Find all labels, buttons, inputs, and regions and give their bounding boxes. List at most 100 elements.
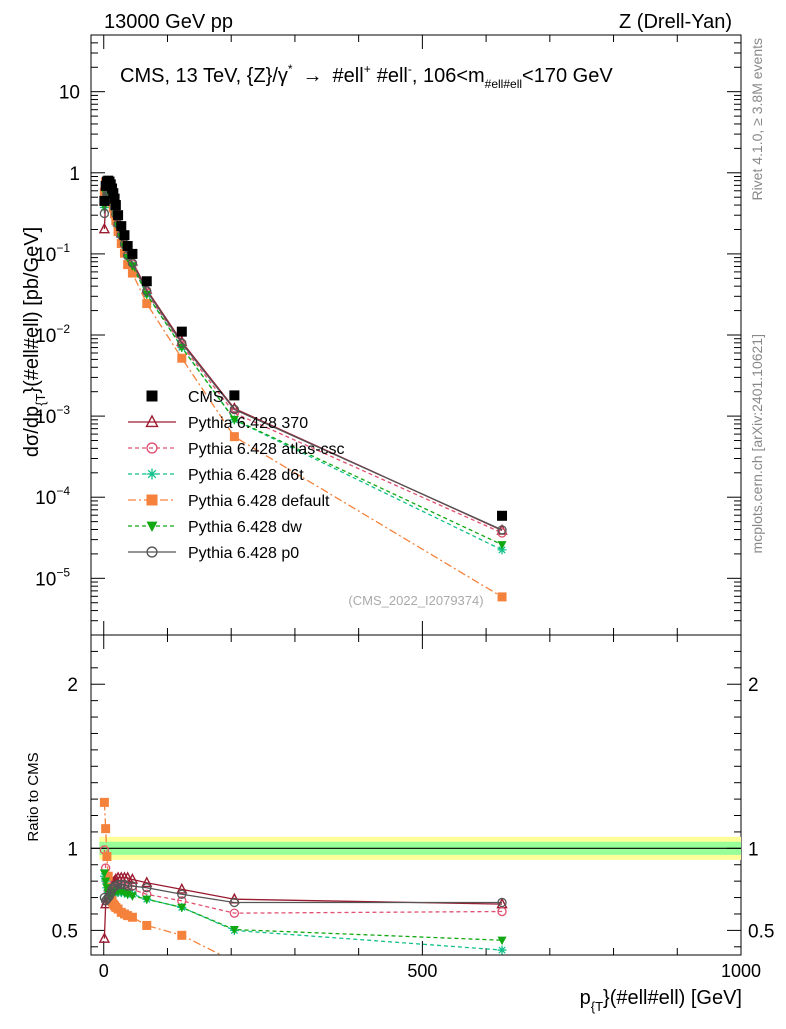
ratio-line-pythia-6-428-p0: [103, 883, 503, 904]
point-pythia-6-428-default: [123, 260, 133, 270]
point-pythia-6-428-p0: [177, 338, 187, 348]
data-point-cms: [119, 230, 130, 241]
data-point-cms: [122, 241, 133, 252]
ratio-point-pythia-6-428-p0: [497, 897, 507, 908]
ratio-point-pythia-6-428-p0: [116, 879, 126, 890]
ratio-band: [91, 836, 742, 860]
ratio-point-pythia-6-428-default: [177, 930, 187, 940]
ratio-point-pythia-6-428-d6t: [497, 945, 507, 955]
ratio-tick-label-right: 2: [748, 675, 759, 696]
ratio-point-pythia-6-428-default: [498, 992, 507, 1001]
legend-marker-pythia-6-428-370: [145, 414, 159, 428]
x-tick-label: 500: [407, 961, 437, 981]
point-pythia-6-428-370: [228, 402, 241, 413]
data-point-cms: [229, 390, 240, 401]
ratio-tick-label: 1: [67, 839, 78, 860]
axes: 0 500 1000 10 1 10−1 10−2 10−3 10−4 10−5 0.5 0.5 1 1 2…: [35, 34, 774, 981]
point-pythia-6-428-370: [98, 222, 111, 234]
point-pythia-6-428-dw: [229, 415, 239, 425]
legend-marker-pythia-6-428-dw: [146, 521, 158, 533]
point-pythia-6-428-default: [497, 592, 507, 602]
x-tick-label: 0: [99, 961, 109, 981]
y-tick-label: 1: [69, 164, 80, 185]
ratio-point-pythia-6-428-dw: [99, 869, 109, 878]
point-pythia-6-428-p0: [142, 286, 152, 296]
point-pythia-6-428-d6t: [497, 545, 507, 555]
ratio-point-pythia-6-428-default: [123, 911, 133, 921]
ratio-point-pythia-6-428-default: [142, 920, 152, 930]
ratio-point-pythia-6-428-default: [102, 852, 112, 862]
point-pythia-6-428-p0: [229, 404, 240, 415]
ratio-line-pythia-6-428-370: [103, 877, 503, 939]
ratio-point-pythia-6-428-atlas-csc: [229, 908, 240, 918]
y-tick-label: 10−3: [35, 403, 70, 428]
ratio-plot-frame: [90, 634, 742, 956]
x-axis-label: p{T}(#ell#ell) [GeV]: [580, 987, 742, 1014]
legend-label-pythia-6-428-d6t: Pythia 6.428 d6t: [188, 467, 304, 484]
ratio-point-pythia-6-428-dw: [497, 936, 507, 946]
ratio-series: [98, 797, 508, 1001]
analysis-watermark: (CMS_2022_I2079374): [348, 593, 483, 608]
legend-marker-pythia-6-428-atlas-csc: [146, 442, 158, 454]
y-tick-label: 10−1: [35, 241, 70, 266]
ratio-point-pythia-6-428-p0: [111, 881, 121, 891]
legend-label-pythia-6-428-dw: Pythia 6.428 dw: [188, 519, 302, 536]
ratio-point-pythia-6-428-p0: [142, 883, 152, 893]
ratio-point-pythia-6-428-p0: [127, 881, 138, 891]
ratio-tick-label-right: 1: [748, 839, 759, 860]
ratio-point-pythia-6-428-atlas-csc: [497, 906, 507, 917]
ratio-point-pythia-6-428-370: [98, 932, 111, 943]
ratio-point-pythia-6-428-dw: [142, 895, 152, 905]
y-tick-label: 10: [59, 83, 80, 104]
point-pythia-6-428-default: [127, 268, 137, 278]
ratio-line-pythia-6-428-default: [103, 802, 223, 955]
chart-title: CMS, 13 TeV, {Z}/γ* → #ell+ #ell-, 106<m#el…: [120, 62, 613, 91]
y-tick-label: 10−4: [35, 484, 70, 509]
point-pythia-6-428-p0: [127, 258, 138, 268]
legend-marker-cms: [146, 390, 158, 402]
point-pythia-6-428-default: [142, 299, 152, 309]
ratio-point-pythia-6-428-dw: [127, 892, 137, 901]
data-point-cms: [497, 510, 508, 521]
ratio-point-pythia-6-428-dw: [101, 877, 111, 887]
ratio-point-pythia-6-428-dw: [177, 903, 187, 913]
ratio-line-pythia-6-428-atlas-csc: [103, 849, 503, 914]
ratio-point-pythia-6-428-default: [101, 824, 111, 834]
legend-label-pythia-6-428-370: Pythia 6.428 370: [188, 415, 308, 432]
point-pythia-6-428-p0: [99, 208, 110, 219]
ratio-point-pythia-6-428-p0: [122, 881, 133, 891]
ratio-point-pythia-6-428-p0: [113, 879, 123, 890]
ratio-point-pythia-6-428-p0: [177, 889, 187, 899]
ratio-point-pythia-6-428-370: [176, 882, 188, 894]
ratio-point-pythia-6-428-p0: [229, 897, 240, 908]
data-point-cms: [127, 248, 138, 259]
y-tick-label: 10−5: [35, 565, 70, 590]
side-label-bottom: mcplots.cern.ch [arXiv:2401.10621]: [749, 334, 765, 553]
series-line-pythia-6-428-dw: [103, 190, 503, 546]
data-point-cms: [109, 193, 120, 204]
legend-label-pythia-6-428-atlas-csc: Pythia 6.428 atlas-csc: [188, 441, 345, 458]
y-tick-label: 10−2: [35, 322, 70, 347]
legend-label-pythia-6-428-p0: Pythia 6.428 p0: [188, 545, 299, 562]
y-axis-label: dσ/dp{T}(#ell#ell) [pb/GeV]: [21, 227, 48, 457]
ratio-point-pythia-6-428-default: [230, 957, 239, 966]
ratio-point-pythia-6-428-370: [126, 873, 139, 884]
data-point-cms: [113, 210, 124, 221]
legend-marker-pythia-6-428-default: [146, 494, 158, 506]
legend-marker-pythia-6-428-p0: [146, 546, 158, 558]
ratio-point-pythia-6-428-p0: [103, 892, 113, 903]
data-point-cms: [99, 195, 110, 206]
point-pythia-6-428-atlas-csc: [497, 528, 507, 538]
ratio-tick-label-right: 0.5: [748, 921, 774, 942]
legend-marker-pythia-6-428-d6t: [146, 468, 158, 480]
ratio-tick-label: 2: [67, 675, 78, 696]
data-point-cms: [176, 326, 187, 337]
legend: CMS Pythia 6.428 370 Pythia 6.428 atlas-cs…: [128, 389, 345, 562]
point-pythia-6-428-dw: [497, 541, 507, 550]
legend-label-pythia-6-428-default: Pythia 6.428 default: [188, 493, 330, 510]
ratio-point-pythia-6-428-370: [141, 876, 153, 888]
ratio-point-pythia-6-428-default: [99, 797, 109, 807]
data-point-cms: [110, 200, 121, 211]
ratio-point-pythia-6-428-default: [127, 912, 137, 922]
